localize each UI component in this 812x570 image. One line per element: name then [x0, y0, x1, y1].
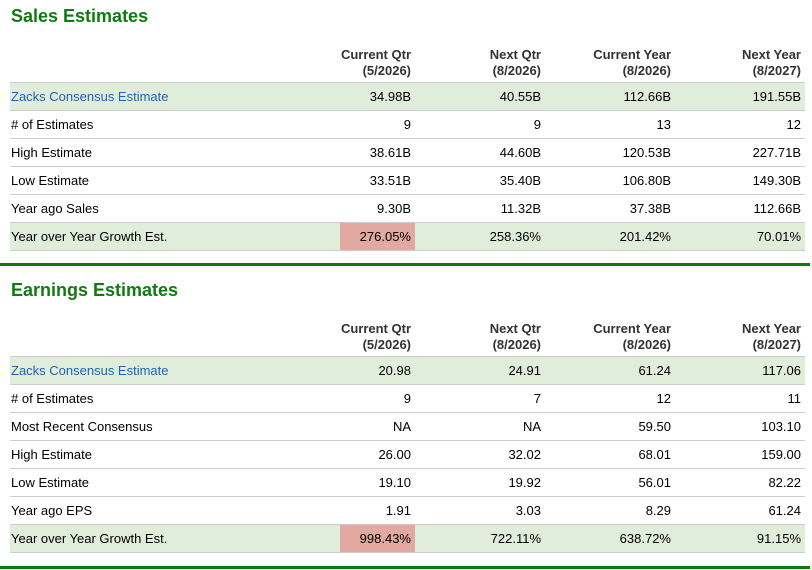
table-cell: 3.03: [415, 496, 545, 525]
table-cell: 20.98: [340, 356, 415, 385]
table-cell: 8.29: [545, 496, 675, 525]
row-label: High Estimate: [10, 440, 340, 469]
table-cell: 38.61B: [340, 138, 415, 167]
highlighted-growth-cell: 276.05%: [340, 222, 415, 251]
table-cell: 117.06: [675, 356, 805, 385]
row-label: Most Recent Consensus: [10, 412, 340, 441]
section-divider: [0, 566, 810, 569]
table-cell: 26.00: [340, 440, 415, 469]
earnings-estimates-title: Earnings Estimates: [11, 280, 179, 300]
table-row: Zacks Consensus Estimate 34.98B 40.55B 1…: [10, 82, 805, 111]
table-cell: 44.60B: [415, 138, 545, 167]
row-label: Low Estimate: [10, 166, 340, 195]
header-next-year: Next Year (8/2027): [741, 321, 801, 352]
table-row: Zacks Consensus Estimate 20.98 24.91 61.…: [10, 356, 805, 385]
header-current-year: Current Year (8/2026): [593, 321, 671, 352]
table-cell: 68.01: [545, 440, 675, 469]
table-cell: 112.66B: [675, 194, 805, 223]
table-cell: 13: [545, 110, 675, 139]
row-label: # of Estimates: [10, 110, 340, 139]
table-cell: 258.36%: [415, 222, 545, 251]
header-current-qtr: Current Qtr (5/2026): [340, 47, 411, 78]
header-current-qtr: Current Qtr (5/2026): [340, 321, 411, 352]
table-cell: 227.71B: [675, 138, 805, 167]
table-cell: 40.55B: [415, 82, 545, 111]
table-header-row: Current Qtr (5/2026) Next Qtr (8/2026) Cur…: [10, 42, 805, 83]
table-row: Year over Year Growth Est. 276.05% 258.3…: [10, 222, 805, 251]
row-label: Year ago EPS: [10, 496, 340, 525]
table-cell: 120.53B: [545, 138, 675, 167]
table-cell: 9: [340, 384, 415, 413]
table-cell: NA: [340, 412, 415, 441]
table-cell: 35.40B: [415, 166, 545, 195]
sales-estimates-title: Sales Estimates: [11, 6, 149, 26]
earnings-estimates-section: Earnings Estimates Current Qtr (5/2026) N…: [0, 268, 812, 570]
table-cell: 37.38B: [545, 194, 675, 223]
table-cell: 82.22: [675, 468, 805, 497]
section-divider: [0, 263, 810, 266]
table-cell: 106.80B: [545, 166, 675, 195]
table-row: Most Recent Consensus NA NA 59.50 103.10: [10, 412, 805, 441]
table-cell: 70.01%: [675, 222, 805, 251]
table-cell: 159.00: [675, 440, 805, 469]
header-blank: [10, 42, 340, 83]
table-cell: 61.24: [675, 496, 805, 525]
table-cell: 61.24: [545, 356, 675, 385]
header-current-year: Current Year (8/2026): [593, 47, 671, 78]
table-row: # of Estimates 9 7 12 11: [10, 384, 805, 413]
row-label: # of Estimates: [10, 384, 340, 413]
table-cell: 12: [675, 110, 805, 139]
table-cell: 56.01: [545, 468, 675, 497]
sales-estimates-table: Current Qtr (5/2026) Next Qtr (8/2026) Cur…: [10, 42, 805, 251]
row-label: Year ago Sales: [10, 194, 340, 223]
row-label: High Estimate: [10, 138, 340, 167]
table-cell: 9.30B: [340, 194, 415, 223]
table-row: High Estimate 38.61B 44.60B 120.53B 227.…: [10, 138, 805, 167]
zacks-consensus-link[interactable]: Zacks Consensus Estimate: [10, 82, 340, 111]
table-cell: 201.42%: [545, 222, 675, 251]
table-cell: 722.11%: [415, 524, 545, 553]
table-cell: 24.91: [415, 356, 545, 385]
row-label: Year over Year Growth Est.: [10, 524, 340, 553]
table-row: Year ago Sales 9.30B 11.32B 37.38B 112.6…: [10, 194, 805, 223]
header-next-year: Next Year (8/2027): [741, 47, 801, 78]
table-cell: 9: [340, 110, 415, 139]
table-cell: NA: [415, 412, 545, 441]
header-next-qtr: Next Qtr (8/2026): [489, 321, 541, 352]
table-cell: 112.66B: [545, 82, 675, 111]
table-cell: 191.55B: [675, 82, 805, 111]
table-cell: 19.92: [415, 468, 545, 497]
header-blank: [10, 316, 340, 357]
table-cell: 19.10: [340, 468, 415, 497]
table-cell: 1.91: [340, 496, 415, 525]
table-row: Year ago EPS 1.91 3.03 8.29 61.24: [10, 496, 805, 525]
table-cell: 12: [545, 384, 675, 413]
sales-estimates-section: Sales Estimates Current Qtr (5/2026) Next…: [0, 0, 812, 268]
header-next-qtr: Next Qtr (8/2026): [489, 47, 541, 78]
table-cell: 91.15%: [675, 524, 805, 553]
table-row: Year over Year Growth Est. 998.43% 722.1…: [10, 524, 805, 553]
table-cell: 638.72%: [545, 524, 675, 553]
table-cell: 11.32B: [415, 194, 545, 223]
table-row: # of Estimates 9 9 13 12: [10, 110, 805, 139]
table-cell: 103.10: [675, 412, 805, 441]
zacks-consensus-link[interactable]: Zacks Consensus Estimate: [10, 356, 340, 385]
row-label: Low Estimate: [10, 468, 340, 497]
table-cell: 33.51B: [340, 166, 415, 195]
table-cell: 7: [415, 384, 545, 413]
row-label: Year over Year Growth Est.: [10, 222, 340, 251]
table-cell: 34.98B: [340, 82, 415, 111]
highlighted-growth-cell: 998.43%: [340, 524, 415, 553]
table-row: Low Estimate 19.10 19.92 56.01 82.22: [10, 468, 805, 497]
table-header-row: Current Qtr (5/2026) Next Qtr (8/2026) Cur…: [10, 316, 805, 357]
table-cell: 32.02: [415, 440, 545, 469]
table-row: Low Estimate 33.51B 35.40B 106.80B 149.3…: [10, 166, 805, 195]
table-cell: 9: [415, 110, 545, 139]
earnings-estimates-table: Current Qtr (5/2026) Next Qtr (8/2026) Cur…: [10, 316, 805, 553]
table-cell: 11: [675, 384, 805, 413]
table-cell: 59.50: [545, 412, 675, 441]
table-cell: 149.30B: [675, 166, 805, 195]
table-row: High Estimate 26.00 32.02 68.01 159.00: [10, 440, 805, 469]
